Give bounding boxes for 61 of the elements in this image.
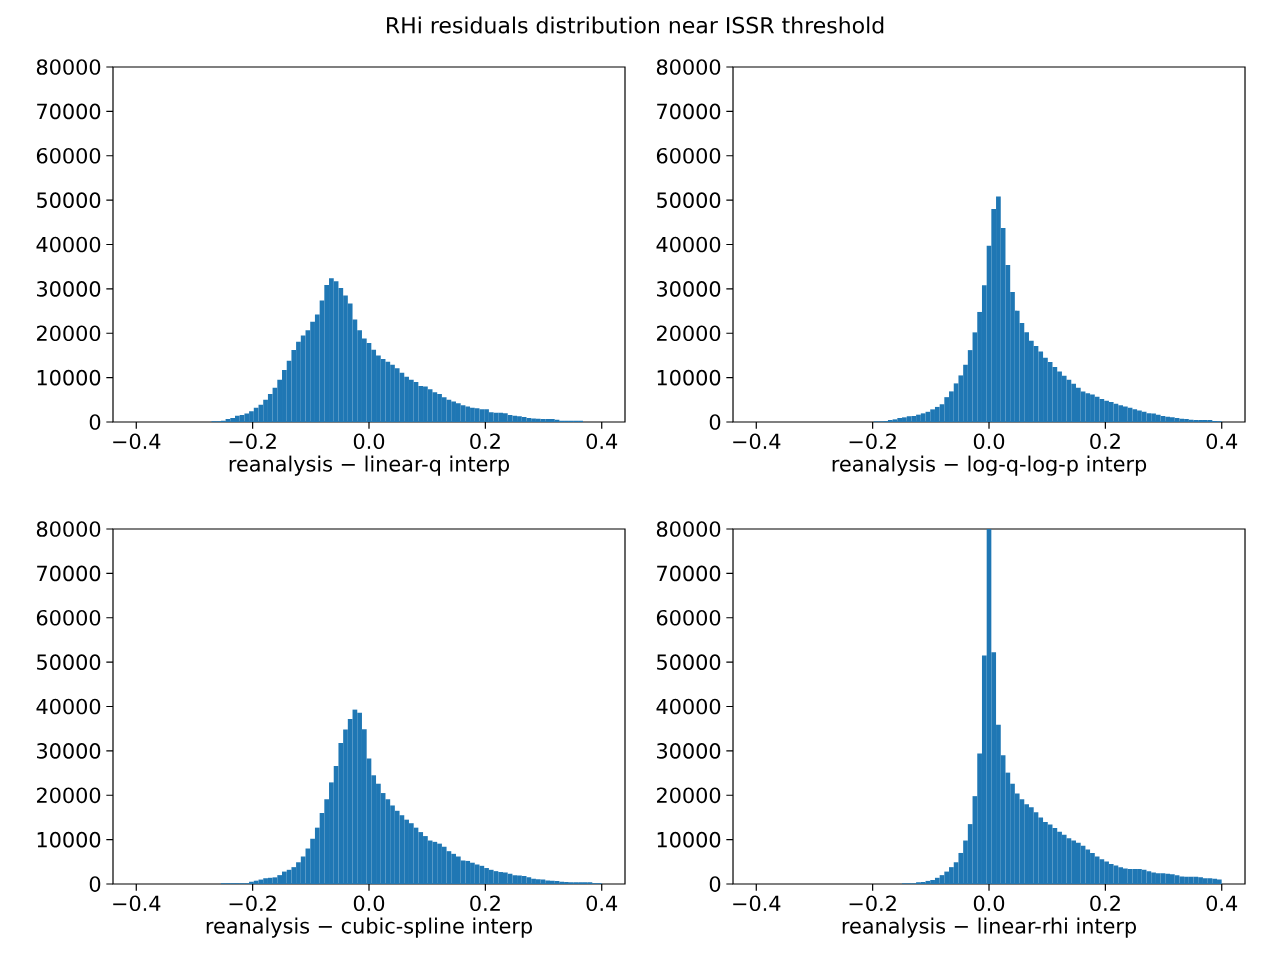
y-tick-label: 30000 — [37, 743, 101, 759]
x-tick-label: −0.2 — [229, 433, 276, 450]
y-tick-label: 70000 — [657, 565, 721, 582]
x-tick-label: 0.0 — [353, 433, 385, 450]
x-tick-label: 0.4 — [586, 433, 618, 450]
y-tick-label: 10000 — [657, 831, 721, 848]
x-tick-label: −0.4 — [733, 433, 781, 450]
y-tick-label: 70000 — [37, 565, 101, 582]
x-tick-label: −0.4 — [113, 433, 161, 450]
y-tick-label: 0 — [709, 414, 721, 430]
x-tick-label: 0.0 — [353, 895, 385, 912]
y-tick-label: 70000 — [657, 103, 721, 120]
x-tick-label: 0.2 — [1090, 895, 1120, 912]
y-tick-label: 0 — [709, 876, 721, 892]
y-tick-label: 60000 — [656, 609, 721, 626]
x-tick-label: 0.2 — [470, 433, 500, 450]
x-axis-title: reanalysis − log-q-log-p interp — [832, 455, 1147, 476]
y-tick-label: 50000 — [657, 654, 721, 670]
x-axis-title: reanalysis − linear-q interp — [229, 455, 510, 476]
y-tick-label: 70000 — [37, 103, 101, 120]
x-tick-label: 0.4 — [1206, 433, 1238, 450]
y-tick-label: 0 — [89, 876, 101, 892]
x-tick-label: 0.0 — [973, 895, 1005, 912]
y-tick-label: 80000 — [36, 59, 101, 75]
x-axis-title: reanalysis − cubic-spline interp — [206, 917, 532, 938]
x-tick-label: −0.4 — [113, 895, 161, 912]
y-tick-label: 40000 — [656, 698, 721, 715]
x-axis-title: reanalysis − linear-rhi interp — [842, 917, 1136, 938]
y-tick-label: 10000 — [657, 369, 721, 386]
y-tick-label: 20000 — [656, 787, 721, 804]
x-tick-label: −0.2 — [849, 433, 896, 450]
y-tick-label: 30000 — [657, 281, 721, 297]
y-tick-label: 80000 — [656, 521, 721, 537]
y-tick-label: 80000 — [36, 521, 101, 537]
x-tick-label: −0.2 — [229, 895, 276, 912]
y-tick-label: 30000 — [657, 743, 721, 759]
y-tick-label: 30000 — [37, 281, 101, 297]
y-tick-label: 80000 — [656, 59, 721, 75]
y-tick-label: 60000 — [656, 147, 721, 164]
y-tick-label: 40000 — [36, 236, 101, 253]
x-tick-label: 0.4 — [1206, 895, 1238, 912]
y-tick-label: 20000 — [656, 325, 721, 342]
y-tick-label: 20000 — [36, 787, 101, 804]
y-tick-label: 60000 — [36, 147, 101, 164]
y-tick-label: 40000 — [36, 698, 101, 715]
y-tick-label: 50000 — [37, 192, 101, 208]
y-tick-label: 0 — [89, 414, 101, 430]
chart-title: RHi residuals distribution near ISSR threshold — [387, 16, 884, 34]
y-tick-label: 40000 — [656, 236, 721, 253]
x-tick-label: −0.4 — [733, 895, 781, 912]
y-tick-label: 10000 — [37, 831, 101, 848]
y-tick-label: 60000 — [36, 609, 101, 626]
y-tick-label: 50000 — [657, 192, 721, 208]
y-tick-label: 20000 — [36, 325, 101, 342]
x-tick-label: 0.0 — [973, 433, 1005, 450]
x-tick-label: 0.4 — [586, 895, 618, 912]
y-tick-label: 50000 — [37, 654, 101, 670]
x-tick-label: −0.2 — [849, 895, 896, 912]
x-tick-label: 0.2 — [470, 895, 500, 912]
x-tick-label: 0.2 — [1090, 433, 1120, 450]
y-tick-label: 10000 — [37, 369, 101, 386]
